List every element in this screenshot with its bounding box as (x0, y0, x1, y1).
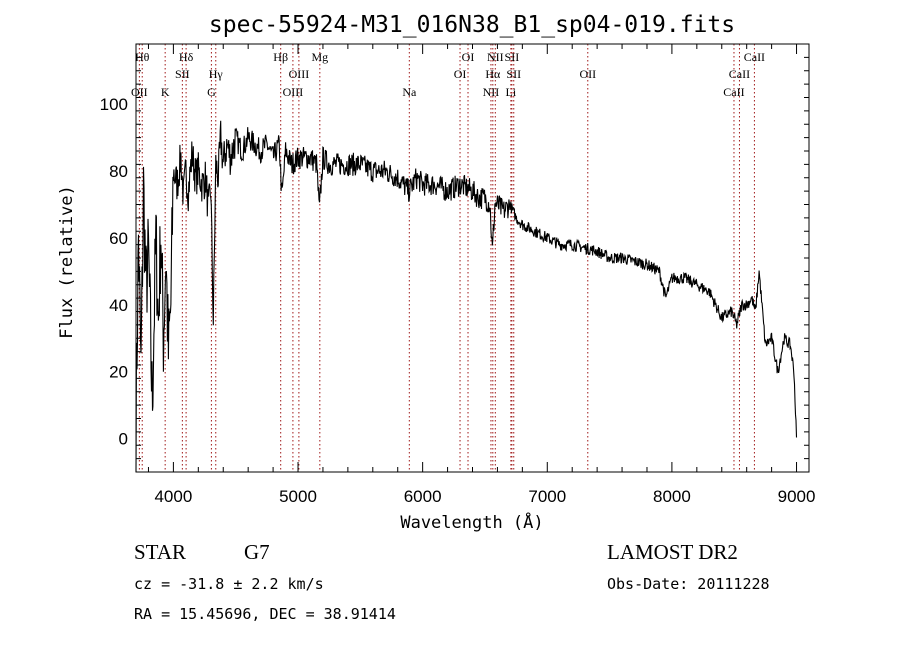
line-label-19: Li (506, 85, 517, 99)
survey-name: LAMOST DR2 (607, 540, 738, 564)
line-label-16: Hα (485, 67, 501, 81)
obs-date: Obs-Date: 20111228 (607, 575, 770, 593)
y-tick-label-1: 20 (109, 363, 128, 382)
x-tick-label-2: 6000 (404, 487, 442, 506)
y-axis-label: Flux (relative) (57, 185, 77, 339)
x-tick-label-3: 7000 (528, 487, 566, 506)
line-label-13: OI (454, 67, 467, 81)
x-tick-label-0: 4000 (154, 487, 192, 506)
redshift-readout: cz = -31.8 ± 2.2 km/s (134, 575, 324, 593)
y-tick-label-0: 0 (119, 430, 128, 449)
line-label-14: NII (487, 50, 504, 64)
line-label-8: OIII (289, 67, 310, 81)
spectrum-line (135, 120, 798, 473)
subclass: G7 (244, 540, 270, 564)
y-axis: 0 20 40 60 80 100 (100, 43, 809, 473)
line-label-5: Hγ (209, 67, 224, 81)
line-label-6: G (207, 85, 216, 99)
y-tick-label-2: 40 (109, 296, 128, 315)
line-label-21: CaII (744, 50, 765, 64)
line-label-23: CaII (723, 85, 744, 99)
chart-title: spec-55924-M31_016N38_B1_sp04-019.fits (209, 12, 735, 38)
line-label-7: Hβ (273, 50, 288, 64)
plot-frame (135, 43, 810, 473)
y-tick-label-5: 100 (100, 95, 128, 114)
spectral-line-markers (138, 44, 755, 472)
line-label-12: OI (462, 50, 475, 64)
line-label-17: SII (506, 67, 521, 81)
x-tick-label-5: 9000 (778, 487, 816, 506)
y-tick-label-3: 60 (109, 229, 128, 248)
line-label-3: Hδ (179, 50, 194, 64)
y-tick-label-4: 80 (109, 162, 128, 181)
line-label-11: Na (402, 85, 417, 99)
line-label-18: NII (483, 85, 500, 99)
x-tick-label-1: 5000 (279, 487, 317, 506)
line-label-4: SII (175, 67, 190, 81)
line-label-2: K (161, 85, 170, 99)
x-axis-label: Wavelength (Å) (400, 511, 543, 533)
line-label-9: OIII (283, 85, 304, 99)
line-label-22: CaII (729, 67, 750, 81)
line-label-20: OII (579, 67, 596, 81)
line-label-0: Hθ (135, 50, 150, 64)
line-label-15: SII (505, 50, 520, 64)
object-class: STAR (134, 540, 186, 564)
coordinates: RA = 15.45696, DEC = 38.91414 (134, 605, 396, 623)
x-tick-label-4: 8000 (653, 487, 691, 506)
x-axis: 4000 5000 6000 7000 8000 9000 (147, 44, 816, 506)
line-label-1: OII (131, 85, 148, 99)
line-label-10: Mg (311, 50, 328, 64)
